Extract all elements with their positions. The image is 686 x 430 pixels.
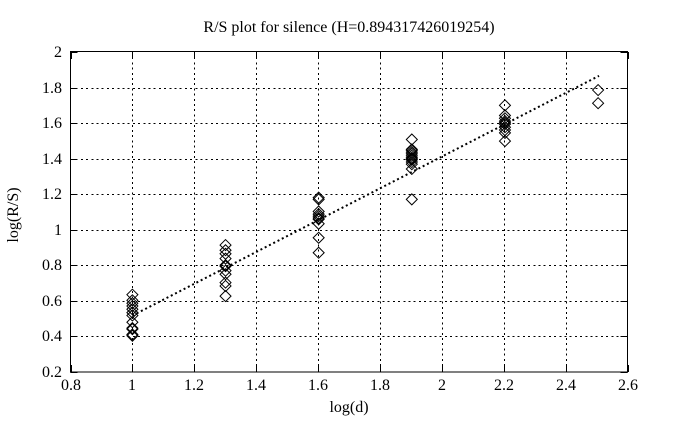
x-tick-label: 1 [128,377,136,394]
data-point-diamond [405,152,419,166]
y-tick-label: 0.2 [42,364,62,381]
data-point-diamond [312,217,325,230]
data-point-diamond [126,296,139,310]
frame-layer [70,51,629,373]
data-point-diamond [312,246,325,259]
y-tick-label: 1.4 [42,151,62,168]
data-point-diamond [219,244,232,257]
data-point-diamond [498,116,512,129]
data-point-diamond [312,207,325,221]
x-tick-label: 1.4 [246,377,266,394]
data-point-diamond [126,306,139,319]
x-axis-label: log(d) [329,399,368,416]
y-tick-label: 1.6 [42,115,62,132]
data-point-diamond [312,211,325,225]
y-tick-label: 0.6 [42,293,62,310]
grid-layer [70,52,628,372]
x-tick-label: 2.2 [494,377,514,394]
data-point-diamond [126,321,139,335]
y-tick-label: 1.8 [42,80,62,97]
axis-label-layer: R/S plot for silence (H=0.89431742601925… [5,19,638,416]
y-tick-label: 1 [54,222,62,239]
x-tick-label: 1.6 [308,377,328,394]
chart-title: R/S plot for silence (H=0.89431742601925… [203,19,494,36]
x-tick-label: 1.2 [184,377,204,394]
data-point-diamond [126,303,139,316]
y-tick-label: 0.8 [42,257,62,274]
data-point-diamond [405,149,419,163]
data-point-diamond [312,191,325,204]
x-tick-label: 1.8 [370,377,390,394]
y-tick-label: 1.2 [42,186,62,203]
data-point-diamond [126,294,139,307]
data-point-diamond [219,238,232,252]
data-point-diamond [219,260,232,273]
data-point-diamond [405,145,419,159]
plot-border [70,51,628,373]
data-point-diamond [126,309,139,322]
data-point-diamond [312,231,325,244]
data-point-diamond [219,289,232,303]
data-point-diamond [498,117,512,131]
y-tick-label: 2 [54,44,62,61]
y-tick-label: 0.4 [42,328,62,345]
data-point-diamond [498,99,512,112]
data-point-layer [126,83,605,342]
data-point-diamond [405,155,419,169]
data-point-diamond [498,134,512,148]
data-point-diamond [126,329,139,342]
data-point-diamond [498,112,512,125]
data-point-diamond [219,279,232,293]
data-point-diamond [591,96,605,110]
data-point-diamond [312,205,325,218]
data-point-diamond [219,268,232,281]
x-tick-label: 2 [438,377,446,394]
x-tick-label: 0.8 [61,377,81,394]
y-axis-label: log(R/S) [5,187,22,242]
fit-line-layer [131,74,600,317]
data-point-diamond [312,193,325,206]
data-point-diamond [498,126,512,140]
data-point-diamond [405,144,419,157]
data-point-diamond [405,162,419,176]
data-point-diamond [126,322,139,336]
data-point-diamond [126,328,139,341]
data-point-diamond [126,316,139,329]
data-point-diamond [498,109,512,122]
data-point-diamond [126,299,139,313]
data-point-diamond [498,120,512,134]
data-point-diamond [405,157,419,171]
data-point-diamond [219,258,232,272]
data-point-diamond [405,153,419,167]
x-tick-label: 2.4 [556,377,576,394]
data-point-diamond [219,252,232,265]
data-point-diamond [312,213,325,226]
data-point-diamond [312,209,325,223]
data-point-diamond [405,193,419,206]
data-point-diamond [591,83,605,97]
x-tick-label: 2.6 [618,377,638,394]
data-point-diamond [498,114,512,128]
data-point-diamond [219,276,232,289]
data-point-diamond [219,264,232,277]
fit-line [131,74,600,317]
